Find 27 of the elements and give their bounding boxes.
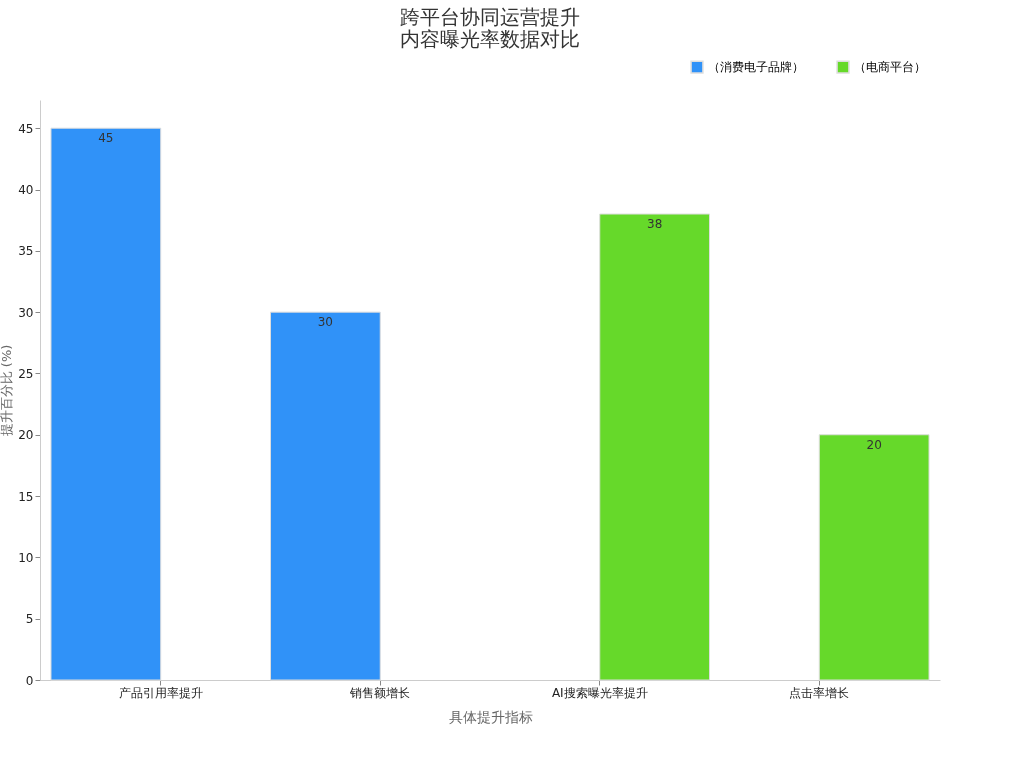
y-tick-label: 35 <box>18 244 34 259</box>
y-tick-label: 0 <box>25 673 34 688</box>
data-label: 30 <box>317 315 334 330</box>
chart-title: 跨平台协同运营提升内容曝光率数据对比 <box>400 5 580 51</box>
y-axis-title: 提升百分比 (%) <box>0 344 15 437</box>
data-label: 20 <box>866 437 882 452</box>
y-tick-label: 15 <box>18 489 34 504</box>
bar <box>818 434 930 681</box>
x-axis-title: 具体提升指标 <box>448 708 533 725</box>
bar <box>50 127 162 681</box>
y-tick-label: 10 <box>18 550 34 565</box>
y-tick-label: 20 <box>18 428 34 443</box>
y-tick-label: 30 <box>18 305 34 320</box>
data-label: 45 <box>98 131 114 146</box>
y-tick-label: 40 <box>18 183 34 198</box>
legend-label: （消费电子品牌） <box>708 60 804 75</box>
y-tick-label: 25 <box>18 366 34 381</box>
x-tick-label: 销售额增长 <box>349 685 411 700</box>
legend-label: （电商平台） <box>854 60 926 75</box>
bar <box>599 213 711 681</box>
y-tick-label: 5 <box>25 612 34 627</box>
x-tick-label: 点击率增长 <box>789 685 850 700</box>
y-tick-label: 45 <box>18 121 34 136</box>
bar <box>269 311 381 681</box>
x-tick-label: AI搜索曝光率提升 <box>551 685 648 700</box>
x-tick-label: 产品引用率提升 <box>118 685 203 700</box>
data-label: 38 <box>646 217 663 232</box>
